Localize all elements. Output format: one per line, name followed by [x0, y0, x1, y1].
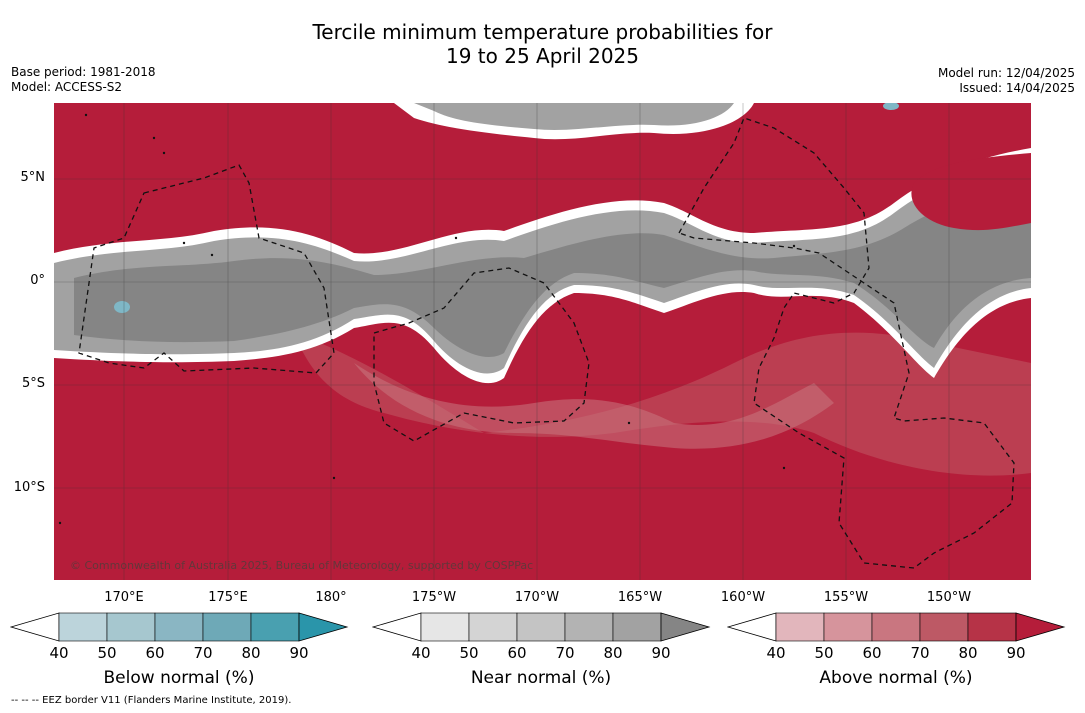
lon-label-180: 180°	[315, 590, 347, 605]
colorbar-segment	[154, 612, 204, 642]
near-normal-title: Near normal (%)	[470, 668, 612, 688]
tick: 40	[411, 644, 431, 662]
issued-date: Issued: 14/04/2025	[959, 81, 1075, 95]
eez-footnote: -- -- -- EEZ border V11 (Flanders Marine…	[11, 695, 292, 706]
eez-borders	[78, 117, 1015, 569]
lon-label-175e: 175°E	[208, 590, 248, 605]
lat-label-10s: 10°S	[13, 480, 45, 495]
islands	[58, 113, 796, 525]
lon-label-175w: 175°W	[411, 590, 457, 605]
lon-label-155w: 155°W	[823, 590, 869, 605]
colorbar-segment	[871, 612, 921, 642]
tick: 40	[49, 644, 69, 662]
tick: 60	[862, 644, 882, 662]
tick: 80	[603, 644, 623, 662]
model-run: Model run: 12/04/2025	[937, 66, 1075, 80]
colorbar-segment	[106, 612, 156, 642]
colorbar-segment	[612, 612, 662, 642]
lon-label-170e: 170°E	[104, 590, 144, 605]
colorbar-segment	[564, 612, 614, 642]
colorbar-segment	[420, 612, 470, 642]
lat-label-0: 0°	[30, 273, 45, 288]
lon-label-165w: 165°W	[617, 590, 663, 605]
colorbar-segment	[919, 612, 969, 642]
colorbar-extend-low	[727, 612, 777, 642]
colorbar-extend-low	[10, 612, 60, 642]
below-normal-patch-top	[883, 103, 899, 110]
title-line-2: 19 to 25 April 2025	[445, 44, 640, 68]
below-normal-title: Below normal (%)	[103, 668, 255, 688]
map-panel	[54, 103, 1031, 580]
tick: 60	[507, 644, 527, 662]
tick: 50	[97, 644, 117, 662]
colorbar-segment	[250, 612, 300, 642]
colorbar-extend-high	[298, 612, 349, 642]
lon-label-170w: 170°W	[514, 590, 560, 605]
near-normal-colorbar	[372, 612, 711, 642]
colorbar-extend-low	[372, 612, 422, 642]
near-normal-top-region	[414, 103, 734, 130]
below-normal-patch	[114, 301, 130, 313]
lat-label-5n: 5°N	[20, 170, 46, 185]
model-name: Model: ACCESS-S2	[11, 80, 123, 94]
above-normal-lighter-region	[354, 363, 834, 449]
tick: 90	[289, 644, 309, 662]
colorbar-segment	[516, 612, 566, 642]
tick: 70	[555, 644, 575, 662]
colorbar-extend-high	[660, 612, 711, 642]
tick: 90	[651, 644, 671, 662]
tick: 70	[193, 644, 213, 662]
colorbar-segment	[775, 612, 825, 642]
tick: 40	[766, 644, 786, 662]
base-period: Base period: 1981-2018	[11, 65, 156, 79]
above-normal-ne-region	[911, 153, 1031, 231]
colorbar-segment	[202, 612, 252, 642]
meta-left: Base period: 1981-2018 Model: ACCESS-S2	[11, 65, 156, 95]
lat-label-5s: 5°S	[21, 376, 45, 391]
tick: 60	[145, 644, 165, 662]
tick: 70	[910, 644, 930, 662]
tick: 50	[814, 644, 834, 662]
near-normal-dark-region	[74, 188, 1031, 357]
lon-label-160w: 160°W	[720, 590, 766, 605]
probability-map	[54, 103, 1031, 580]
colorbar-segment	[967, 612, 1017, 642]
above-normal-light-region	[294, 332, 1031, 476]
tick: 80	[958, 644, 978, 662]
colorbar-extend-high	[1015, 612, 1066, 642]
above-normal-colorbar	[727, 612, 1066, 642]
meta-right: Model run: 12/04/2025 Issued: 14/04/2025	[938, 66, 1075, 96]
tick: 80	[241, 644, 261, 662]
tick: 90	[1006, 644, 1026, 662]
below-normal-colorbar	[10, 612, 349, 642]
title-line-1: Tercile minimum temperature probabilitie…	[312, 20, 773, 44]
copyright-notice: © Commonwealth of Australia 2025, Bureau…	[70, 559, 534, 572]
tick: 50	[459, 644, 479, 662]
chart-title: Tercile minimum temperature probabilitie…	[0, 20, 1085, 68]
above-normal-title: Above normal (%)	[819, 668, 973, 688]
colorbar-segment	[823, 612, 873, 642]
colorbar-segment	[468, 612, 518, 642]
lon-label-150w: 150°W	[926, 590, 972, 605]
colorbar-segment	[58, 612, 108, 642]
graticule	[54, 103, 1031, 580]
